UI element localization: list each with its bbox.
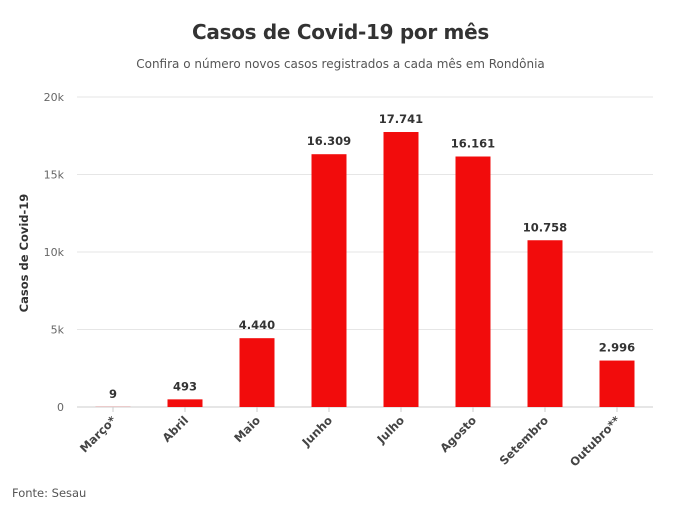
bar: [239, 338, 275, 407]
x-axis-ticks: Março* Abril Maio Junho Julho Agosto Setembro O…: [77, 407, 623, 469]
y-axis-title: Casos de Covid-19: [17, 194, 31, 313]
y-tick-label: 5k: [51, 324, 65, 337]
x-tick-label: Março*: [77, 413, 119, 455]
data-label: 2.996: [599, 341, 635, 355]
grid-lines: [77, 96, 653, 408]
chart-title: Casos de Covid-19 por mês: [192, 20, 489, 44]
data-label: 16.161: [451, 137, 495, 151]
y-tick-label: 20k: [44, 91, 65, 104]
bar: [311, 154, 347, 407]
data-label: 16.309: [307, 134, 351, 148]
source-note: Fonte: Sesau: [12, 486, 87, 500]
bars: [95, 132, 635, 407]
data-label: 4.440: [239, 318, 275, 332]
x-tick-label: Maio: [231, 413, 263, 445]
y-tick-label: 0: [57, 401, 64, 414]
bar: [599, 360, 635, 407]
x-tick-label: Junho: [299, 413, 336, 450]
bar: [167, 399, 203, 407]
bar: [455, 156, 491, 407]
chart-subtitle: Confira o número novos casos registrados…: [136, 57, 545, 71]
x-tick-label: Setembro: [497, 413, 552, 468]
x-tick-label: Abril: [160, 413, 192, 445]
data-label: 493: [173, 379, 197, 393]
bar: [527, 240, 563, 407]
data-label: 10.758: [523, 220, 567, 234]
data-label: 9: [109, 387, 117, 401]
x-tick-label: Outubro**: [567, 413, 623, 469]
y-tick-label: 15k: [44, 169, 65, 182]
y-axis-ticks: 0 5k 10k 15k 20k: [44, 91, 65, 414]
data-label: 17.741: [379, 112, 423, 126]
x-tick-label: Agosto: [437, 413, 479, 455]
bar: [383, 132, 419, 407]
x-tick-label: Julho: [374, 413, 408, 447]
y-tick-label: 10k: [44, 246, 65, 259]
data-labels: 9 493 4.440 16.309 17.741 16.161 10.758 2.996: [109, 112, 635, 401]
